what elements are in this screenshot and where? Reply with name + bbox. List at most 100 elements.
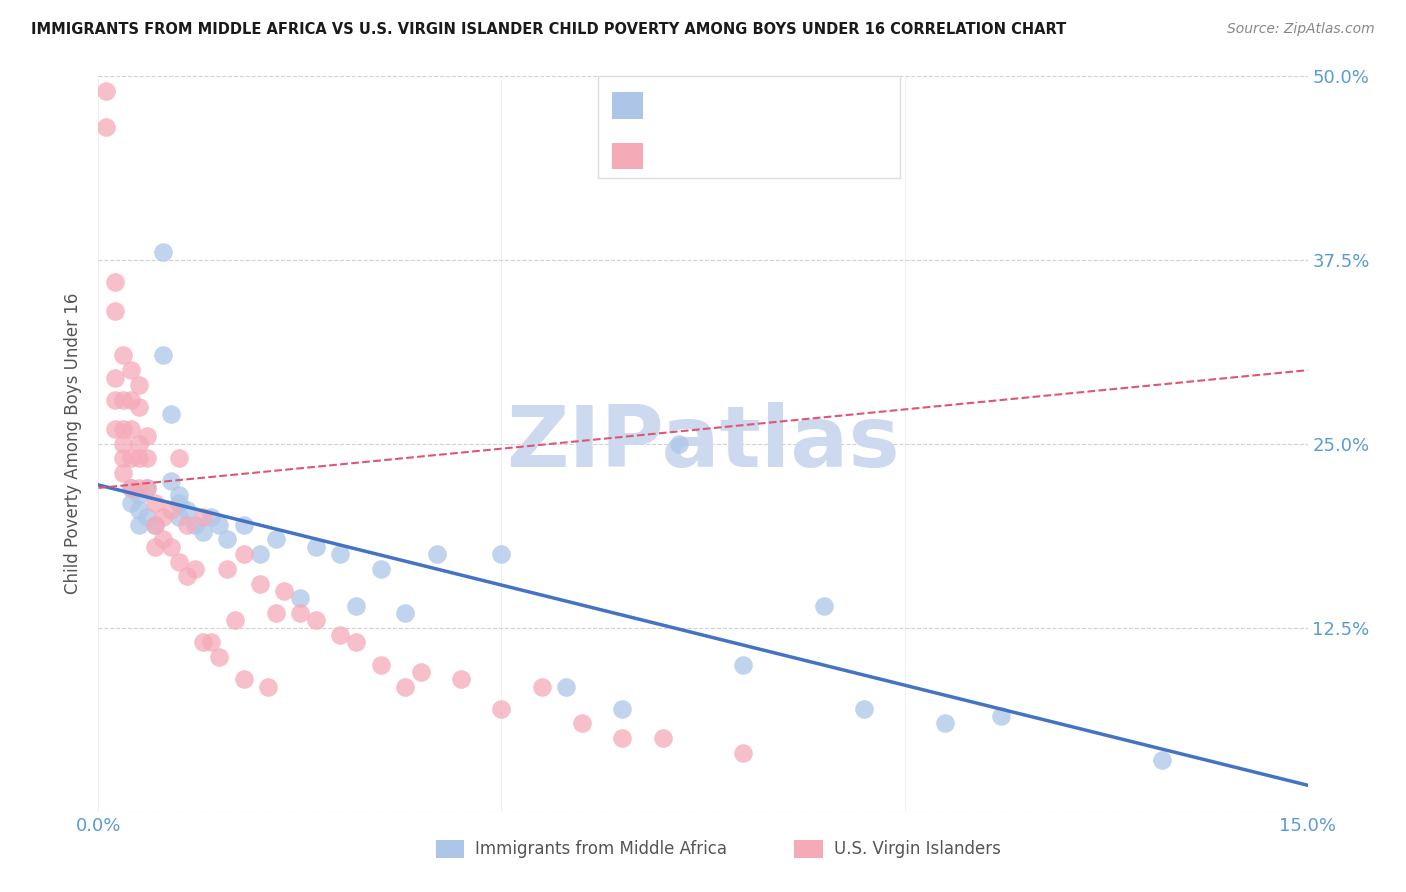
Y-axis label: Child Poverty Among Boys Under 16: Child Poverty Among Boys Under 16 bbox=[65, 293, 83, 594]
Point bbox=[571, 716, 593, 731]
Point bbox=[249, 576, 271, 591]
Point bbox=[491, 547, 513, 561]
Point bbox=[264, 533, 287, 547]
Point bbox=[344, 599, 367, 613]
Point bbox=[176, 517, 198, 532]
Point bbox=[651, 731, 673, 746]
Point bbox=[200, 635, 222, 649]
Point bbox=[934, 716, 956, 731]
Point bbox=[103, 392, 125, 407]
Point bbox=[167, 554, 190, 569]
Point bbox=[208, 517, 231, 532]
Text: IMMIGRANTS FROM MIDDLE AFRICA VS U.S. VIRGIN ISLANDER CHILD POVERTY AMONG BOYS U: IMMIGRANTS FROM MIDDLE AFRICA VS U.S. VI… bbox=[31, 22, 1066, 37]
Point bbox=[394, 606, 416, 620]
Point bbox=[152, 510, 174, 524]
Point bbox=[193, 635, 215, 649]
Point bbox=[120, 451, 142, 466]
Point bbox=[853, 701, 876, 715]
Point bbox=[1152, 753, 1174, 767]
Point bbox=[135, 510, 157, 524]
Point bbox=[152, 245, 174, 260]
Point bbox=[167, 510, 190, 524]
Point bbox=[103, 370, 125, 384]
Point bbox=[555, 680, 578, 694]
Point bbox=[273, 584, 295, 599]
Point bbox=[668, 436, 690, 450]
Point bbox=[224, 614, 246, 628]
Point bbox=[530, 680, 553, 694]
Text: R =  0.029   N = 64: R = 0.029 N = 64 bbox=[654, 147, 845, 165]
Point bbox=[152, 533, 174, 547]
Point bbox=[135, 481, 157, 495]
Text: Immigrants from Middle Africa: Immigrants from Middle Africa bbox=[475, 840, 727, 858]
Point bbox=[394, 680, 416, 694]
Point bbox=[990, 709, 1012, 723]
Point bbox=[120, 422, 142, 436]
Point bbox=[128, 436, 150, 450]
Point bbox=[143, 540, 166, 554]
Point bbox=[143, 517, 166, 532]
Point bbox=[409, 665, 432, 679]
Text: Source: ZipAtlas.com: Source: ZipAtlas.com bbox=[1227, 22, 1375, 37]
Point bbox=[103, 304, 125, 318]
Point bbox=[288, 591, 311, 606]
Point bbox=[160, 540, 183, 554]
Point bbox=[111, 422, 134, 436]
Point bbox=[370, 562, 392, 576]
Point bbox=[160, 474, 183, 488]
Point bbox=[111, 451, 134, 466]
Point bbox=[612, 731, 634, 746]
Point bbox=[96, 120, 118, 135]
Point bbox=[128, 378, 150, 392]
Point bbox=[232, 673, 254, 687]
Point bbox=[232, 517, 254, 532]
Point bbox=[167, 451, 190, 466]
Point bbox=[305, 614, 328, 628]
Point bbox=[217, 533, 239, 547]
Point bbox=[264, 606, 287, 620]
Point bbox=[184, 562, 207, 576]
Point bbox=[96, 83, 118, 97]
Point bbox=[135, 451, 157, 466]
Point bbox=[111, 436, 134, 450]
Point bbox=[143, 496, 166, 510]
Point bbox=[111, 348, 134, 362]
Point bbox=[329, 547, 352, 561]
Point bbox=[450, 673, 472, 687]
Point bbox=[111, 392, 134, 407]
Point bbox=[128, 488, 150, 502]
Point bbox=[120, 481, 142, 495]
Point bbox=[152, 348, 174, 362]
Point bbox=[344, 635, 367, 649]
Point bbox=[329, 628, 352, 642]
Point bbox=[135, 429, 157, 443]
Point bbox=[288, 606, 311, 620]
Point bbox=[111, 466, 134, 480]
Point bbox=[184, 517, 207, 532]
Point bbox=[232, 547, 254, 561]
Point bbox=[128, 400, 150, 414]
Point bbox=[200, 510, 222, 524]
Point bbox=[160, 503, 183, 517]
Point bbox=[167, 496, 190, 510]
Point bbox=[128, 451, 150, 466]
Point bbox=[120, 363, 142, 377]
Point bbox=[160, 407, 183, 421]
Point bbox=[193, 510, 215, 524]
Point bbox=[167, 488, 190, 502]
Point bbox=[120, 481, 142, 495]
Point bbox=[208, 650, 231, 665]
Point bbox=[176, 503, 198, 517]
Point bbox=[143, 517, 166, 532]
Point bbox=[733, 746, 755, 760]
Text: U.S. Virgin Islanders: U.S. Virgin Islanders bbox=[834, 840, 1001, 858]
Point bbox=[305, 540, 328, 554]
Point bbox=[176, 569, 198, 583]
Point bbox=[103, 275, 125, 289]
Point bbox=[217, 562, 239, 576]
Point bbox=[491, 701, 513, 715]
Point bbox=[426, 547, 449, 561]
Point bbox=[733, 657, 755, 672]
Point bbox=[128, 503, 150, 517]
Text: ZIPatlas: ZIPatlas bbox=[506, 402, 900, 485]
